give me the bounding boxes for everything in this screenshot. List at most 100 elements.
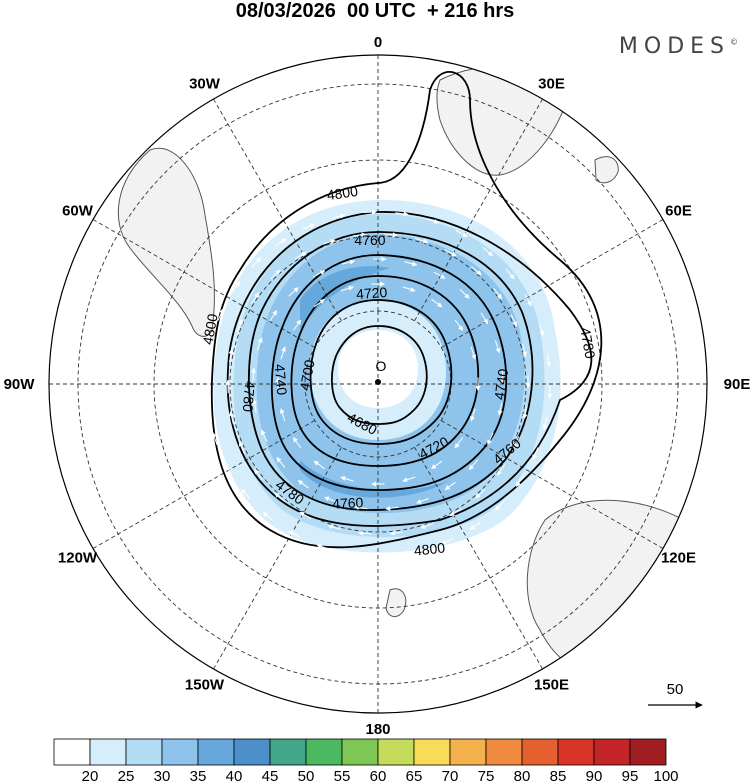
colorbar-swatch	[269, 738, 307, 766]
wind-vector	[542, 416, 548, 431]
wind-vector	[469, 521, 481, 530]
wind-vector	[395, 211, 409, 217]
wind-vector	[262, 511, 274, 521]
wind-vector	[250, 292, 260, 304]
wind-vector	[415, 238, 429, 244]
colorbar-tick-label: 45	[262, 768, 279, 782]
colorbar-swatch	[449, 738, 487, 766]
colorbar-tick-label: 50	[298, 768, 315, 782]
colorbar-swatch	[161, 738, 199, 766]
colorbar-swatch	[593, 738, 631, 766]
wind-vector	[292, 437, 302, 449]
longitude-label-180: 180	[365, 721, 390, 738]
wind-vector	[299, 511, 312, 519]
wind-vector	[547, 385, 553, 399]
wind-vector	[332, 213, 346, 219]
colorbar-tick-label: 20	[82, 768, 99, 782]
colorbar-tick-label: 35	[190, 768, 207, 782]
vector-scale-value: 50	[667, 681, 684, 698]
meridian-line	[440, 219, 664, 348]
wind-vector	[480, 312, 489, 325]
wind-vector	[444, 481, 456, 491]
brand-mark: ©	[730, 37, 738, 47]
wind-vector	[203, 369, 209, 383]
contour-4740	[270, 254, 508, 491]
contour-label-4760-b: 4760	[332, 494, 364, 512]
colorbar-tick-label: 80	[514, 768, 531, 782]
wind-vector	[475, 488, 486, 499]
wind-vector	[379, 553, 393, 559]
wind-vector	[340, 285, 354, 292]
wind-vector	[524, 294, 532, 307]
graticule	[49, 55, 707, 713]
wind-vector	[275, 238, 287, 247]
wind-vector	[353, 232, 367, 238]
colorbar-tick-label: 25	[118, 768, 135, 782]
wind-vector	[324, 496, 337, 503]
colorbar-swatch	[53, 738, 91, 766]
longitude-labels: 0 30E 60E 90E 120E 150E 180 150W 120W 90W 60W 30W	[4, 34, 750, 738]
wind-vector	[322, 239, 336, 245]
wind-vector	[546, 353, 552, 368]
meridian-line	[414, 98, 543, 322]
wind-vector	[441, 538, 454, 545]
wind-vector	[270, 269, 281, 280]
wind-vector	[470, 266, 482, 276]
wind-vector	[261, 429, 268, 443]
wind-vector	[384, 232, 398, 238]
meridian-line	[440, 420, 664, 549]
wind-vector	[433, 271, 446, 279]
wind-vector	[420, 523, 434, 529]
wind-vector	[302, 223, 315, 230]
colorbar-swatch	[89, 738, 127, 766]
colorbar-swatch	[305, 738, 343, 766]
wind-vector	[228, 348, 234, 363]
wind-vector	[269, 309, 278, 322]
wind-vector	[274, 492, 286, 502]
longitude-label-90w: 90W	[4, 376, 36, 393]
land-south-america	[117, 147, 215, 337]
wind-vector	[404, 261, 418, 267]
wind-vector	[236, 319, 243, 332]
wind-vector	[363, 209, 377, 215]
longitude-label-150e: 150E	[534, 677, 569, 694]
wind-vector	[231, 281, 241, 293]
wind-vector	[402, 286, 416, 292]
wind-vector	[276, 457, 286, 468]
wind-vector	[313, 298, 325, 308]
contour-4720	[290, 275, 480, 467]
wind-vector	[254, 468, 263, 480]
wind-vector	[204, 400, 210, 415]
wind-vector	[538, 322, 545, 336]
longitude-label-30w: 30W	[189, 76, 221, 93]
land-australia	[526, 499, 707, 679]
colorbar-swatch	[521, 738, 559, 766]
wind-vector	[500, 371, 506, 385]
wind-vector	[455, 230, 468, 238]
wind-vector	[402, 476, 416, 483]
meridian-line	[92, 420, 316, 549]
colorbar-tick-label: 60	[370, 768, 387, 782]
contour-label-4780-c: 4780	[240, 380, 259, 413]
wind-vector	[431, 298, 443, 308]
contour-label-4740-b: 4740	[491, 368, 511, 401]
wind-vector	[493, 288, 502, 300]
wind-shade-35-40-a	[300, 266, 390, 330]
colorbar-swatch	[341, 738, 379, 766]
colorbar: 20 25 30 35 40 45 50 55 60 65 70 75 80 85 90 95 100	[53, 738, 679, 782]
contour-4700	[309, 299, 453, 445]
longitude-label-60e: 60E	[665, 203, 692, 220]
longitude-label-60w: 60W	[62, 203, 94, 220]
colorbar-tick-label: 75	[478, 768, 495, 782]
wind-vector	[288, 287, 299, 297]
colorbar-swatch	[377, 738, 415, 766]
wind-vector	[470, 346, 477, 360]
colorbar-swatch	[197, 738, 235, 766]
wind-vector	[494, 340, 501, 354]
wind-vector	[354, 505, 368, 511]
colorbar-tick-label: 40	[226, 768, 243, 782]
wind-vector	[217, 308, 224, 321]
map-title: 08/03/2026 00 UTC + 216 hrs	[235, 0, 515, 22]
wind-vector	[211, 432, 218, 446]
wind-vector	[389, 530, 403, 536]
